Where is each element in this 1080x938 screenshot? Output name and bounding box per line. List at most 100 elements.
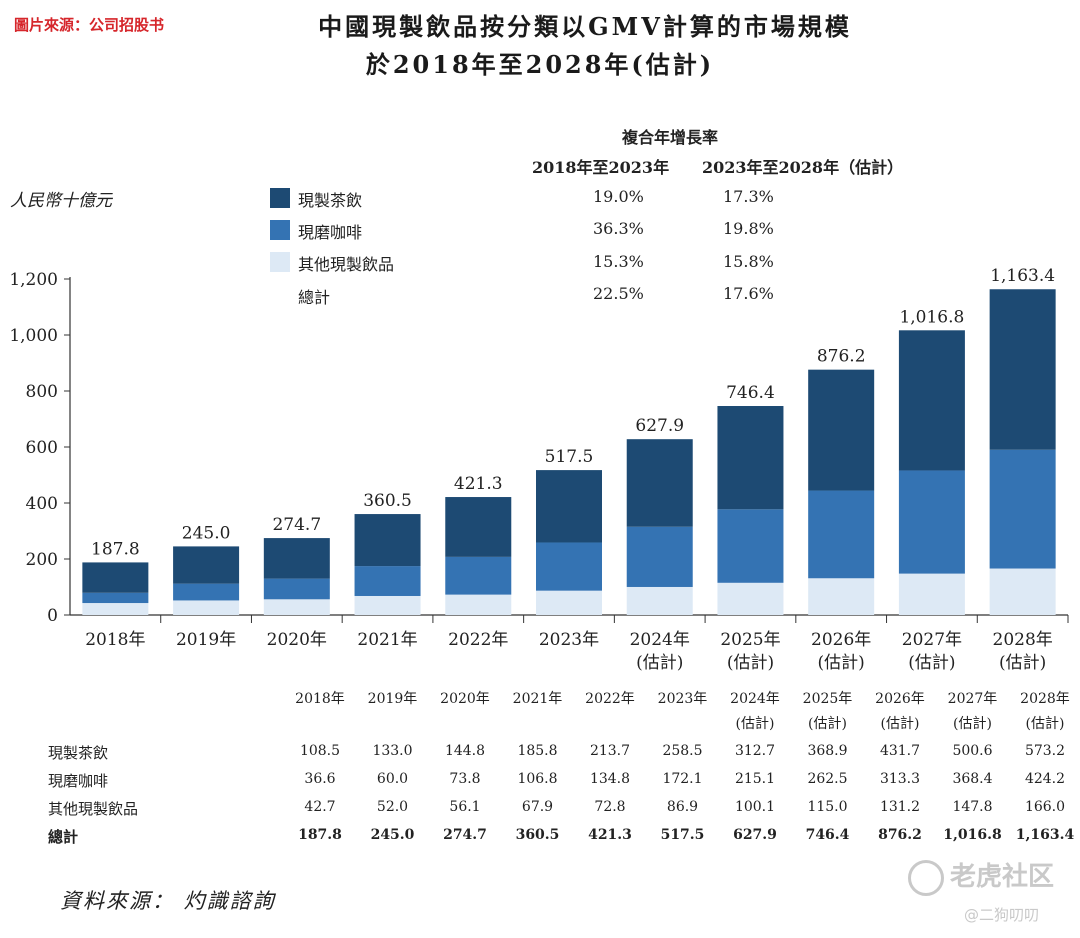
- bar-segment-other: [82, 603, 149, 615]
- table-cell: 1,163.4: [1015, 827, 1075, 843]
- cagr-coffee-p2: 19.8%: [723, 219, 774, 238]
- table-row-label: 其他現製飲品: [48, 800, 139, 818]
- bar-segment-tea: [717, 406, 784, 510]
- watermark-logo-icon: [908, 859, 944, 896]
- title-line-1: 中國現製飲品按分類以GMV計算的市場規模: [318, 12, 852, 41]
- table-cell: 424.2: [1024, 771, 1066, 787]
- bar-segment-tea: [626, 439, 693, 527]
- title-line-2: 於2018年至2028年(估計): [365, 50, 715, 79]
- cagr-tea-p2: 17.3%: [723, 187, 774, 206]
- table-header-note: (估計): [953, 716, 992, 732]
- cagr-other-p1: 15.3%: [593, 252, 644, 271]
- bar-segment-coffee: [989, 449, 1056, 569]
- watermark: 老虎社区: [908, 856, 1054, 896]
- bar-segment-coffee: [263, 578, 330, 600]
- table-header-year: 2028年: [1020, 691, 1070, 707]
- table-row-label: 現製茶飲: [48, 744, 109, 762]
- bar-segment-tea: [82, 562, 149, 593]
- table-header-year: 2024年: [730, 691, 780, 707]
- x-tick-label: 2024年: [630, 630, 690, 650]
- cagr-period-2: 2023年至2028年（估計）: [702, 158, 904, 177]
- x-tick-label: 2028年: [993, 630, 1053, 650]
- cagr-total-p2: 17.6%: [723, 284, 774, 303]
- bar-segment-other: [808, 578, 875, 615]
- table-cell: 368.4: [952, 771, 993, 787]
- table-cell: 360.5: [515, 827, 560, 843]
- bar-total-label: 1,016.8: [899, 307, 964, 327]
- bar-segment-coffee: [82, 592, 149, 604]
- bar-total-label: 360.5: [363, 491, 412, 511]
- bar-segment-coffee: [898, 470, 965, 574]
- bar-segment-tea: [173, 546, 240, 584]
- table-row-label: 總計: [48, 828, 79, 846]
- table-cell: 262.5: [807, 771, 848, 787]
- cagr-coffee-p1: 36.3%: [593, 219, 644, 238]
- bar-total-label: 1,163.4: [990, 266, 1055, 286]
- table-cell: 73.8: [449, 771, 481, 787]
- y-tick-label: 200: [26, 550, 58, 570]
- y-tick-label: 800: [26, 382, 58, 402]
- table-cell: 86.9: [666, 799, 699, 815]
- bar-segment-coffee: [354, 566, 421, 596]
- y-tick-label: 1,200: [9, 270, 58, 290]
- x-tick-note: (估計): [999, 653, 1046, 673]
- bar-segment-other: [717, 582, 784, 615]
- table-cell: 573.2: [1024, 743, 1066, 759]
- bar-total-label: 187.8: [91, 539, 140, 559]
- legend-label-coffee: 現磨咖啡: [298, 223, 363, 242]
- bar-total-label: 746.4: [726, 383, 775, 403]
- bar-segment-tea: [898, 330, 965, 471]
- legend-swatch-coffee: [270, 220, 290, 240]
- legend-label-other: 其他現製飲品: [298, 255, 395, 274]
- bar-segment-coffee: [717, 509, 784, 583]
- table-header-year: 2022年: [585, 691, 635, 707]
- table-cell: 215.1: [734, 771, 776, 787]
- bar-segment-tea: [445, 497, 512, 557]
- bar-segment-tea: [263, 538, 330, 579]
- y-axis-unit: 人民幣十億元: [10, 191, 112, 211]
- table-cell: 134.8: [589, 771, 631, 787]
- table-cell: 421.3: [588, 827, 632, 843]
- y-tick-label: 600: [26, 438, 58, 458]
- table-cell: 627.9: [733, 827, 777, 843]
- table-header-note: (估計): [808, 716, 847, 732]
- table-header-note: (估計): [735, 716, 775, 732]
- bar-segment-other: [445, 594, 512, 615]
- table-cell: 274.7: [443, 827, 487, 843]
- table-header-year: 2027年: [947, 691, 998, 707]
- y-tick-label: 1,000: [9, 326, 58, 346]
- cagr-total-p1: 22.5%: [593, 284, 644, 303]
- table-cell: 187.8: [298, 827, 342, 843]
- y-tick-label: 400: [26, 494, 58, 514]
- table-cell: 166.0: [1024, 799, 1066, 815]
- x-tick-label: 2022年: [448, 630, 508, 650]
- bar-segment-tea: [354, 514, 421, 567]
- cagr-heading: 複合年增長率: [622, 128, 719, 147]
- legend-swatch-tea: [270, 188, 290, 208]
- table-cell: 258.5: [662, 743, 703, 759]
- table-header-year: 2025年: [802, 691, 853, 707]
- cagr-other-p2: 15.8%: [723, 252, 774, 271]
- bar-segment-other: [263, 599, 330, 615]
- bar-total-label: 876.2: [817, 347, 866, 367]
- bar-segment-other: [354, 595, 421, 615]
- bar-total-label: 274.7: [272, 515, 321, 535]
- x-tick-label: 2026年: [811, 630, 871, 650]
- bar-total-label: 517.5: [545, 447, 594, 467]
- table-cell: 500.6: [952, 743, 993, 759]
- table-header-year: 2020年: [440, 691, 490, 707]
- table-cell: 431.7: [879, 743, 921, 759]
- bar-segment-coffee: [808, 490, 875, 579]
- bar-segment-coffee: [445, 556, 512, 595]
- x-tick-label: 2019年: [176, 630, 236, 650]
- x-tick-note: (估計): [818, 653, 865, 673]
- table-cell: 60.0: [376, 771, 409, 787]
- table-cell: 312.7: [734, 743, 776, 759]
- table-cell: 115.0: [807, 799, 848, 815]
- table-header-note: (估計): [1025, 716, 1065, 732]
- table-header-year: 2019年: [367, 691, 418, 707]
- x-tick-label: 2025年: [720, 630, 780, 650]
- data-source-note: 資料來源： 灼識諮詢: [60, 889, 276, 913]
- table-cell: 100.1: [734, 799, 776, 815]
- table-cell: 185.8: [517, 743, 558, 759]
